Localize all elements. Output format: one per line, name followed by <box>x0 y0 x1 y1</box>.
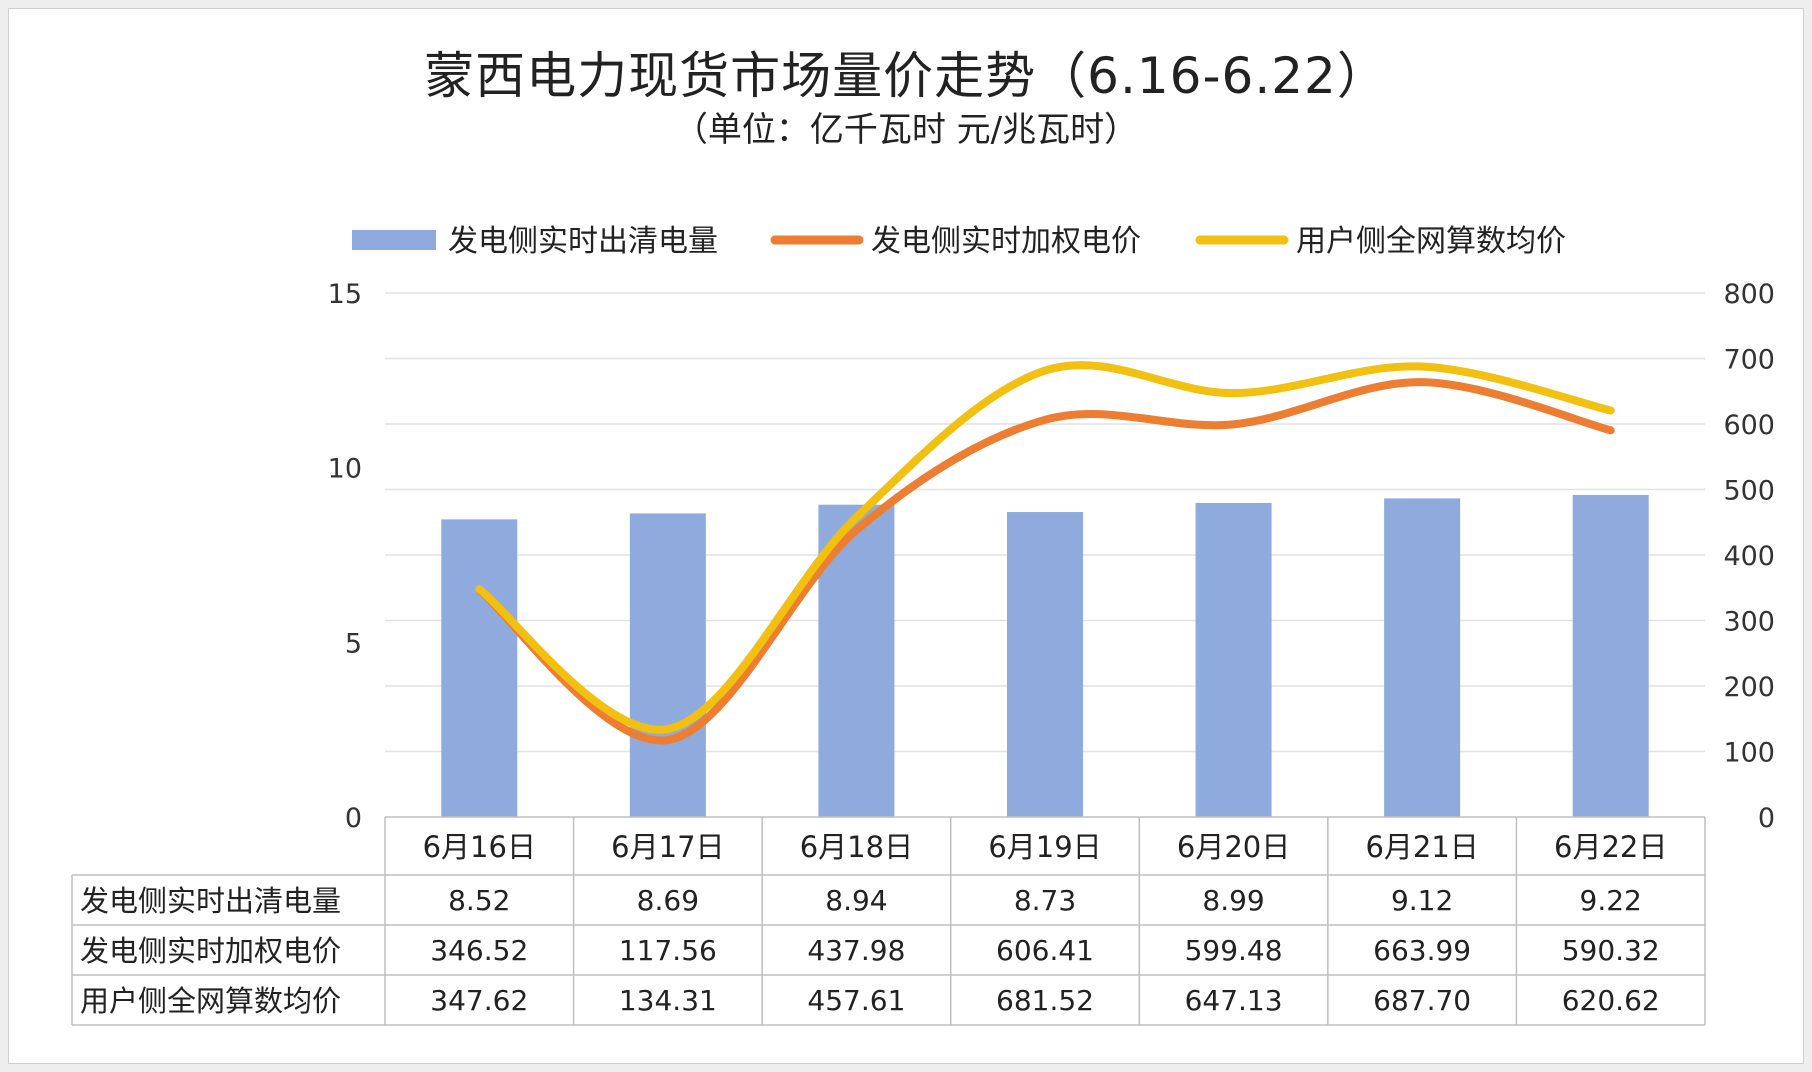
y-right-tick-label: 800 <box>1723 279 1775 310</box>
y-right-tick-label: 400 <box>1723 541 1775 572</box>
x-tick-label: 6月21日 <box>1365 830 1478 864</box>
legend-swatch <box>352 230 436 250</box>
y-right-tick-label: 0 <box>1758 803 1775 834</box>
data-table-cell: 457.61 <box>807 984 905 1017</box>
legend-label: 用户侧全网算数均价 <box>1296 224 1566 259</box>
data-table-cell: 8.73 <box>1014 884 1076 917</box>
table-row-header: 发电侧实时出清电量 <box>80 884 341 918</box>
y-right-tick-label: 700 <box>1723 345 1775 376</box>
chart-title: 蒙西电力现货市场量价走势（6.16-6.22） <box>424 47 1388 105</box>
data-table-cell: 606.41 <box>996 934 1094 967</box>
bar <box>1007 512 1083 817</box>
data-table-cell: 687.70 <box>1373 984 1471 1017</box>
chart-frame <box>8 8 1804 1064</box>
data-table-cell: 117.56 <box>619 934 717 967</box>
chart-subtitle: （单位：亿千瓦时 元/兆瓦时） <box>673 110 1139 150</box>
y-left-tick-label: 5 <box>345 628 362 659</box>
data-table-cell: 437.98 <box>807 934 905 967</box>
data-table-cell: 346.52 <box>430 934 528 967</box>
y-left-tick-label: 15 <box>328 279 362 310</box>
data-table-cell: 8.94 <box>825 884 887 917</box>
x-tick-label: 6月18日 <box>800 830 913 864</box>
legend-label: 发电侧实时出清电量 <box>448 224 718 259</box>
series-line <box>475 378 1615 745</box>
y-right-tick-label: 500 <box>1723 476 1775 507</box>
x-tick-label: 6月20日 <box>1177 830 1290 864</box>
x-tick-label: 6月16日 <box>423 830 536 864</box>
bar <box>1572 494 1649 817</box>
data-table-cell: 8.52 <box>448 884 510 917</box>
data-table-cell: 8.69 <box>637 884 699 917</box>
table-row-header: 发电侧实时加权电价 <box>80 934 341 968</box>
data-table-cell: 590.32 <box>1562 934 1660 967</box>
bar <box>441 519 518 817</box>
data-table-cell: 681.52 <box>996 984 1094 1017</box>
table-row-header: 用户侧全网算数均价 <box>80 984 341 1018</box>
data-table-cell: 620.62 <box>1562 984 1660 1017</box>
data-table-cell: 663.99 <box>1373 934 1471 967</box>
legend-label: 发电侧实时加权电价 <box>871 224 1141 259</box>
y-left-tick-label: 0 <box>345 803 362 834</box>
y-right-tick-label: 300 <box>1723 607 1775 638</box>
y-right-tick-label: 100 <box>1723 738 1775 769</box>
data-table-cell: 9.12 <box>1391 884 1453 917</box>
data-table-cell: 599.48 <box>1185 934 1283 967</box>
data-table-cell: 134.31 <box>619 984 717 1017</box>
x-tick-label: 6月17日 <box>611 830 724 864</box>
y-right-tick-label: 200 <box>1723 672 1775 703</box>
data-table-cell: 347.62 <box>430 984 528 1017</box>
data-table-cell: 647.13 <box>1185 984 1283 1017</box>
bar <box>1384 498 1461 817</box>
data-table-cell: 8.99 <box>1202 884 1264 917</box>
y-right-tick-label: 600 <box>1723 410 1775 441</box>
y-left-tick-label: 10 <box>328 454 362 485</box>
x-tick-label: 6月19日 <box>988 830 1101 864</box>
bar <box>1195 502 1272 817</box>
bar <box>629 513 706 817</box>
x-tick-label: 6月22日 <box>1554 830 1667 864</box>
data-table-cell: 9.22 <box>1580 884 1642 917</box>
series-line <box>475 361 1615 734</box>
